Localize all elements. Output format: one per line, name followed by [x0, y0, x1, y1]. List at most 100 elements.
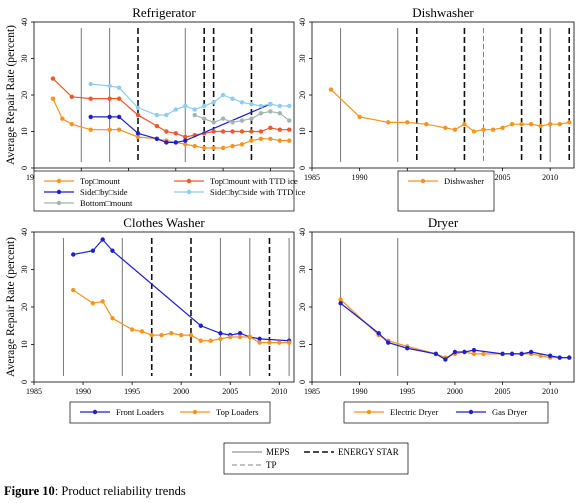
data-point [71, 252, 76, 257]
data-point [538, 123, 543, 129]
data-point [433, 351, 439, 357]
data-point [357, 114, 362, 120]
data-point [500, 351, 505, 357]
data-point [386, 340, 391, 345]
data-point [557, 122, 562, 127]
data-point [90, 301, 96, 306]
data-point [135, 134, 141, 140]
legend-box [33, 170, 295, 212]
data-point [100, 299, 105, 304]
data-point [258, 136, 264, 141]
data-point [164, 112, 169, 118]
data-point [249, 116, 254, 121]
legend-item: Bottom□mount [44, 198, 133, 208]
legend-label: Bottom□mount [80, 198, 133, 208]
data-point [267, 340, 272, 345]
data-point [257, 340, 262, 345]
data-point [50, 96, 56, 101]
legend-label: Electric Dryer [390, 407, 439, 417]
legend-label: Side□by□side with TTD ice [210, 187, 306, 197]
legend-swatch-marker [56, 189, 62, 195]
chart-title: Clothes Washer [123, 215, 205, 230]
data-point [239, 118, 245, 123]
figure-caption-label: Figure 10 [4, 484, 55, 498]
x-tick-label: 1990 [352, 387, 368, 396]
figure-caption-text: : Product reliability trends [54, 484, 186, 498]
legend-label: Side□by□side [80, 187, 128, 197]
data-point [258, 111, 264, 116]
legend-item: Top Loaders [180, 407, 259, 417]
legend-item: Side□by□side with TTD ice [174, 187, 306, 197]
chart-dryer: Dryer 0 10 20 30 40 1985 1990 1995 2000 2005 2010 El… [298, 215, 575, 424]
data-point [237, 331, 243, 336]
policy-legend-box [223, 442, 409, 475]
x-tick-label: 2010 [271, 387, 287, 396]
legend-swatch-marker [186, 189, 192, 195]
data-point [208, 338, 213, 343]
data-point [567, 120, 572, 125]
legend-box [397, 170, 495, 212]
data-point [471, 129, 477, 134]
legend-label: Top□mount [80, 176, 121, 186]
data-point [69, 94, 75, 100]
data-point [129, 327, 135, 332]
data-point [201, 116, 207, 121]
series-line [340, 302, 570, 361]
data-point [116, 127, 122, 132]
x-tick-label: 2010 [542, 387, 558, 396]
policy-legend-energy-star: ENERGY STAR [304, 447, 399, 457]
legend-label: Top Loaders [216, 407, 259, 417]
data-point [183, 103, 188, 109]
y-tick-label: 40 [20, 18, 29, 26]
data-point [257, 336, 262, 342]
data-point [268, 125, 273, 131]
y-tick-label: 10 [298, 128, 307, 136]
data-point [183, 142, 188, 147]
series-line [330, 89, 570, 133]
data-point [277, 340, 282, 345]
data-point [230, 96, 235, 101]
data-point [110, 248, 115, 253]
data-point [287, 103, 292, 109]
data-point [192, 143, 197, 149]
x-tick-label: 2000 [173, 387, 189, 396]
data-point [249, 101, 254, 107]
data-point [239, 142, 245, 147]
series-top-loaders [71, 287, 292, 345]
data-point [452, 127, 458, 132]
data-point [149, 332, 154, 338]
meps-label: MEPS [266, 447, 290, 457]
y-tick-label: 40 [298, 18, 307, 26]
data-point [471, 351, 477, 357]
legend-swatch-marker [92, 409, 98, 415]
legend-label: Dishwasher [444, 176, 484, 186]
data-point [277, 138, 283, 143]
legend-label: Gas Dryer [492, 407, 527, 417]
policy-legend-meps: MEPS [232, 447, 290, 457]
data-point [338, 301, 343, 306]
legend: Front Loaders Top Loaders [69, 401, 271, 424]
series-line [340, 299, 570, 359]
data-point [230, 129, 235, 134]
data-point [519, 122, 524, 127]
series-side-by-side-with-ttd-ice [88, 81, 292, 118]
data-point [192, 112, 197, 118]
data-point [173, 140, 179, 145]
x-tick-label: 2005 [222, 387, 238, 396]
legend-swatch-marker [186, 178, 192, 184]
data-point [287, 118, 292, 123]
legend-swatch-marker [56, 200, 62, 206]
data-point [405, 120, 410, 125]
data-point [547, 353, 553, 358]
data-point [88, 96, 93, 101]
legend-item: Dishwasher [408, 176, 484, 186]
data-point [471, 347, 477, 353]
x-tick-label: 1985 [26, 387, 42, 396]
legend-label: Front Loaders [116, 407, 164, 417]
data-point [116, 85, 122, 90]
data-point [218, 331, 223, 336]
series-line [52, 98, 290, 149]
data-point [60, 116, 65, 121]
data-point [547, 122, 553, 127]
